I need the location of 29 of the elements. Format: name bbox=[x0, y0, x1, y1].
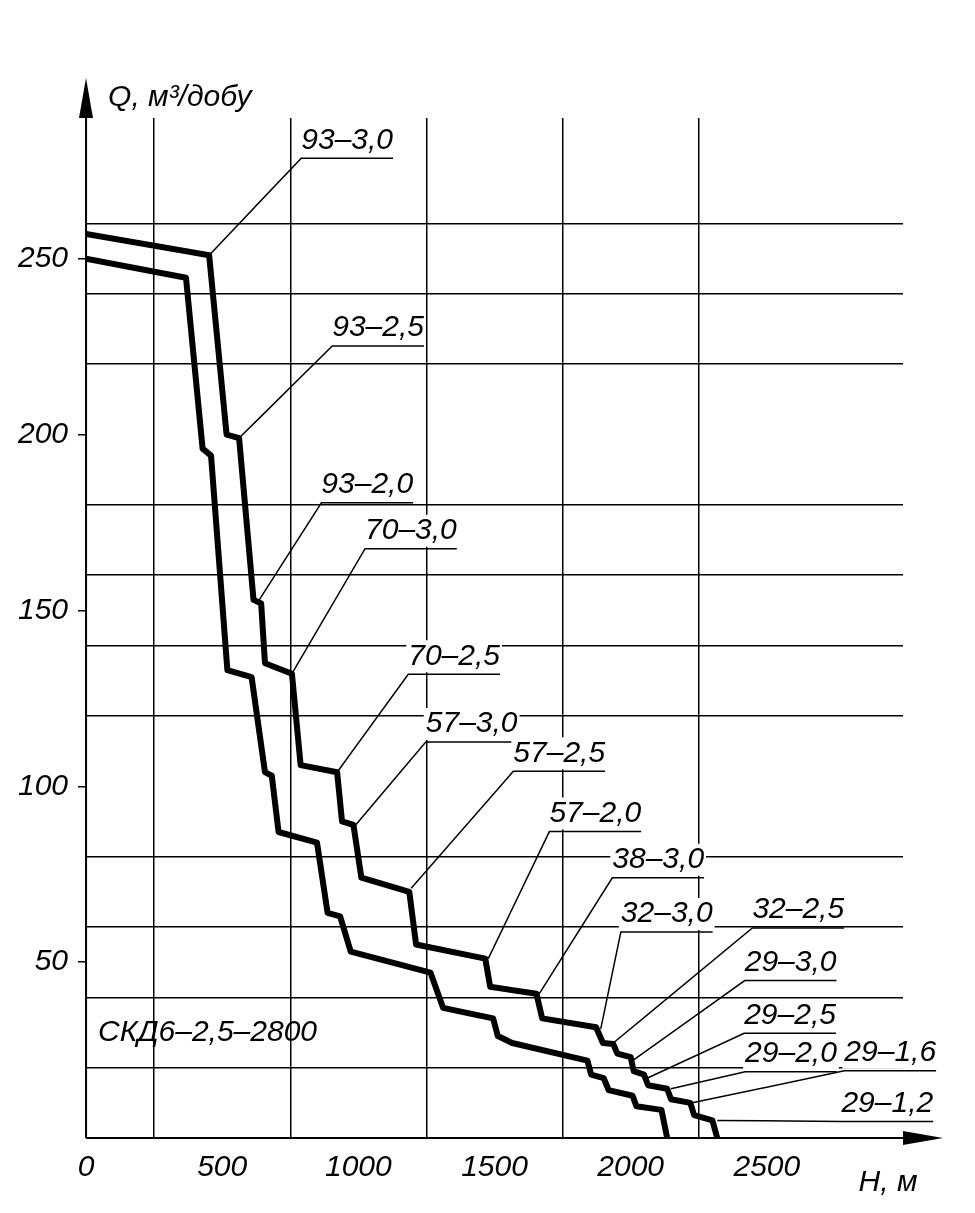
annotation: 29–2,5 bbox=[743, 996, 837, 1030]
annotation: 70–3,0 bbox=[365, 512, 458, 546]
annotation: 32–2,5 bbox=[752, 891, 845, 925]
x-tick-label: 500 bbox=[197, 1149, 248, 1183]
y-tick-label: 50 bbox=[34, 943, 69, 977]
annotation: 57–2,0 bbox=[549, 794, 642, 828]
x-tick-label: 1000 bbox=[324, 1149, 393, 1183]
annotation: 93–2,0 bbox=[321, 466, 414, 500]
annotation: 32–3,0 bbox=[620, 895, 713, 929]
annotation: 29–2,0 bbox=[744, 1035, 838, 1069]
annotation: 29–1,2 bbox=[840, 1084, 934, 1118]
x-axis-title: H, м bbox=[858, 1164, 918, 1198]
x-tick-label: 2500 bbox=[732, 1149, 801, 1183]
annotation: 57–3,0 bbox=[425, 705, 518, 739]
x-tick-label: 1500 bbox=[461, 1149, 529, 1183]
annotation: 57–2,5 bbox=[513, 734, 606, 768]
annotation: 38–3,0 bbox=[612, 841, 705, 875]
x-tick-label: 2000 bbox=[596, 1149, 665, 1183]
annotation: 93–2,5 bbox=[332, 309, 425, 343]
annotation: 29–3,0 bbox=[743, 943, 837, 977]
annotation: 29–1,6 bbox=[843, 1034, 937, 1068]
y-tick-label: 100 bbox=[17, 767, 69, 801]
x-tick-label: 0 bbox=[77, 1149, 95, 1183]
annotation: 70–2,5 bbox=[408, 637, 501, 671]
annotation: 93–3,0 bbox=[301, 121, 394, 155]
y-tick-label: 250 bbox=[16, 240, 69, 274]
y-axis-title: Q, м³/добу bbox=[108, 79, 254, 113]
y-tick-label: 150 bbox=[17, 591, 69, 625]
y-tick-label: 200 bbox=[16, 415, 69, 449]
